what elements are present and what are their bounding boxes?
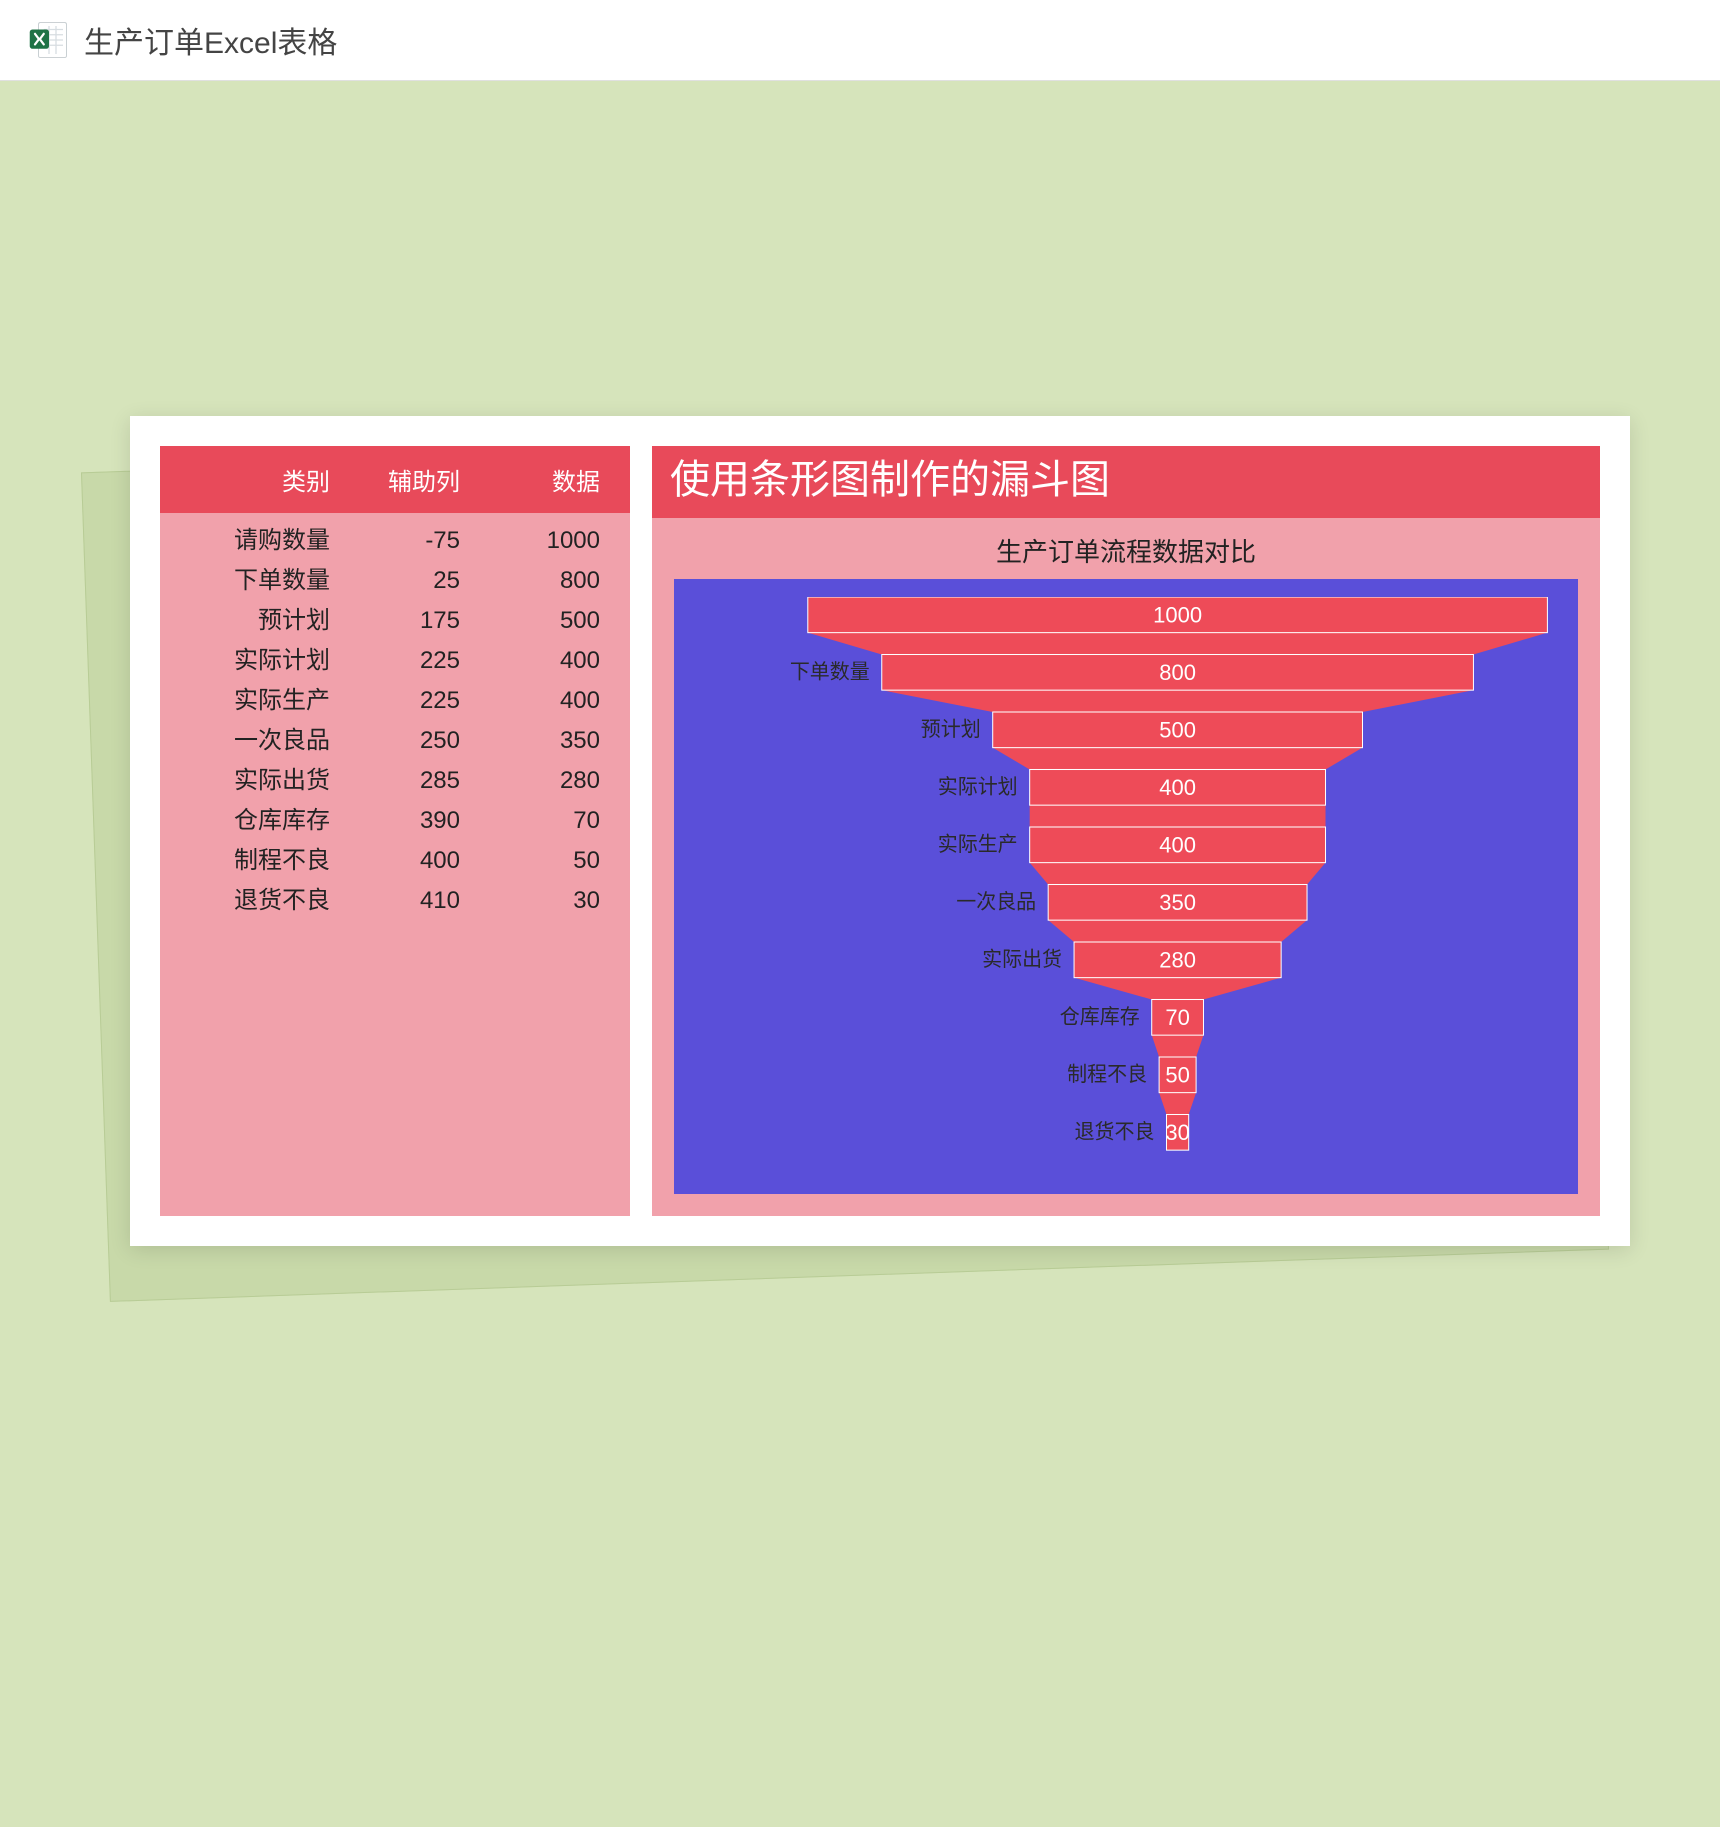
chart-subtitle: 生产订单流程数据对比: [652, 518, 1600, 579]
cell-data: 30: [470, 881, 600, 921]
cell-category: 一次良品: [160, 721, 340, 761]
cell-category: 制程不良: [160, 841, 340, 881]
table-row: 预计划175500: [160, 601, 612, 641]
page-title: 生产订单Excel表格: [84, 18, 337, 62]
cell-aux: 390: [340, 801, 470, 841]
cell-aux: 400: [340, 841, 470, 881]
table-row: 下单数量25800: [160, 561, 612, 601]
funnel-bar-value: 400: [1159, 832, 1196, 857]
cell-data: 50: [470, 841, 600, 881]
table-body: 请购数量-751000下单数量25800预计划175500实际计划225400实…: [160, 513, 630, 929]
cell-data: 400: [470, 681, 600, 721]
funnel-bar-value: 500: [1159, 717, 1196, 742]
data-table: 类别 辅助列 数据 请购数量-751000下单数量25800预计划175500实…: [160, 446, 630, 1216]
funnel-bar-value: 350: [1159, 890, 1196, 915]
funnel-bar-value: 70: [1165, 1005, 1189, 1030]
table-row: 实际出货285280: [160, 761, 612, 801]
funnel-connector: [1030, 863, 1326, 885]
funnel-connector: [1152, 1035, 1204, 1057]
cell-aux: 410: [340, 881, 470, 921]
funnel-bar-label: 退货不良: [1075, 1120, 1155, 1143]
cell-aux: 225: [340, 681, 470, 721]
funnel-bar-label: 下单数量: [790, 660, 870, 683]
chart-plot-area: 1000 800 下单数量 500 预计划 400 实际计划 400 实际生产 350 一次良品 28…: [674, 579, 1578, 1194]
chart-title: 使用条形图制作的漏斗图: [652, 446, 1600, 518]
cell-data: 1000: [470, 521, 600, 561]
table-row: 仓库库存39070: [160, 801, 612, 841]
cell-data: 500: [470, 601, 600, 641]
funnel-connector: [1159, 1093, 1196, 1115]
funnel-bar-value: 400: [1159, 775, 1196, 800]
funnel-connector: [1074, 978, 1281, 1000]
cell-category: 实际计划: [160, 641, 340, 681]
col-header-aux: 辅助列: [340, 462, 470, 497]
excel-icon: [28, 19, 70, 61]
table-row: 一次良品250350: [160, 721, 612, 761]
table-header-row: 类别 辅助列 数据: [160, 446, 630, 513]
funnel-bar-label: 实际计划: [938, 775, 1018, 798]
funnel-bar-value: 1000: [1153, 602, 1202, 627]
funnel-bar-value: 50: [1165, 1062, 1189, 1087]
cell-data: 400: [470, 641, 600, 681]
cell-category: 实际出货: [160, 761, 340, 801]
col-header-category: 类别: [160, 462, 340, 497]
table-row: 实际计划225400: [160, 641, 612, 681]
cell-aux: 175: [340, 601, 470, 641]
funnel-chart: 使用条形图制作的漏斗图 生产订单流程数据对比 1000 800 下单数量 500 预计划…: [652, 446, 1600, 1216]
funnel-connector: [993, 748, 1363, 770]
funnel-bar-label: 一次良品: [956, 890, 1036, 913]
main-card: 类别 辅助列 数据 请购数量-751000下单数量25800预计划175500实…: [130, 416, 1630, 1246]
funnel-connector: [882, 690, 1474, 712]
cell-category: 仓库库存: [160, 801, 340, 841]
cell-aux: 285: [340, 761, 470, 801]
cell-aux: -75: [340, 521, 470, 561]
funnel-bar-value: 800: [1159, 660, 1196, 685]
app-header: 生产订单Excel表格: [0, 0, 1720, 81]
cell-data: 280: [470, 761, 600, 801]
funnel-connector: [1048, 920, 1307, 942]
stage: 类别 辅助列 数据 请购数量-751000下单数量25800预计划175500实…: [0, 81, 1720, 1827]
funnel-connector: [808, 633, 1548, 655]
col-header-data: 数据: [470, 462, 600, 497]
funnel-bar-label: 实际生产: [938, 833, 1018, 856]
funnel-bar-label: 制程不良: [1067, 1063, 1147, 1086]
funnel-bar-value: 30: [1165, 1120, 1189, 1145]
table-row: 制程不良40050: [160, 841, 612, 881]
cell-aux: 25: [340, 561, 470, 601]
content-row: 类别 辅助列 数据 请购数量-751000下单数量25800预计划175500实…: [160, 446, 1600, 1216]
table-row: 实际生产225400: [160, 681, 612, 721]
cell-aux: 225: [340, 641, 470, 681]
funnel-bar-value: 280: [1159, 947, 1196, 972]
cell-data: 70: [470, 801, 600, 841]
cell-category: 请购数量: [160, 521, 340, 561]
cell-category: 退货不良: [160, 881, 340, 921]
cell-aux: 250: [340, 721, 470, 761]
table-row: 退货不良41030: [160, 881, 612, 921]
funnel-bar-label: 预计划: [921, 718, 981, 741]
funnel-bar-label: 实际出货: [982, 948, 1062, 971]
cell-category: 实际生产: [160, 681, 340, 721]
cell-category: 预计划: [160, 601, 340, 641]
cell-category: 下单数量: [160, 561, 340, 601]
funnel-bar-label: 仓库库存: [1060, 1005, 1140, 1028]
funnel-svg: 1000 800 下单数量 500 预计划 400 实际计划 400 实际生产 350 一次良品 28…: [696, 597, 1556, 1172]
cell-data: 800: [470, 561, 600, 601]
funnel-connector: [1030, 805, 1326, 827]
table-row: 请购数量-751000: [160, 521, 612, 561]
cell-data: 350: [470, 721, 600, 761]
